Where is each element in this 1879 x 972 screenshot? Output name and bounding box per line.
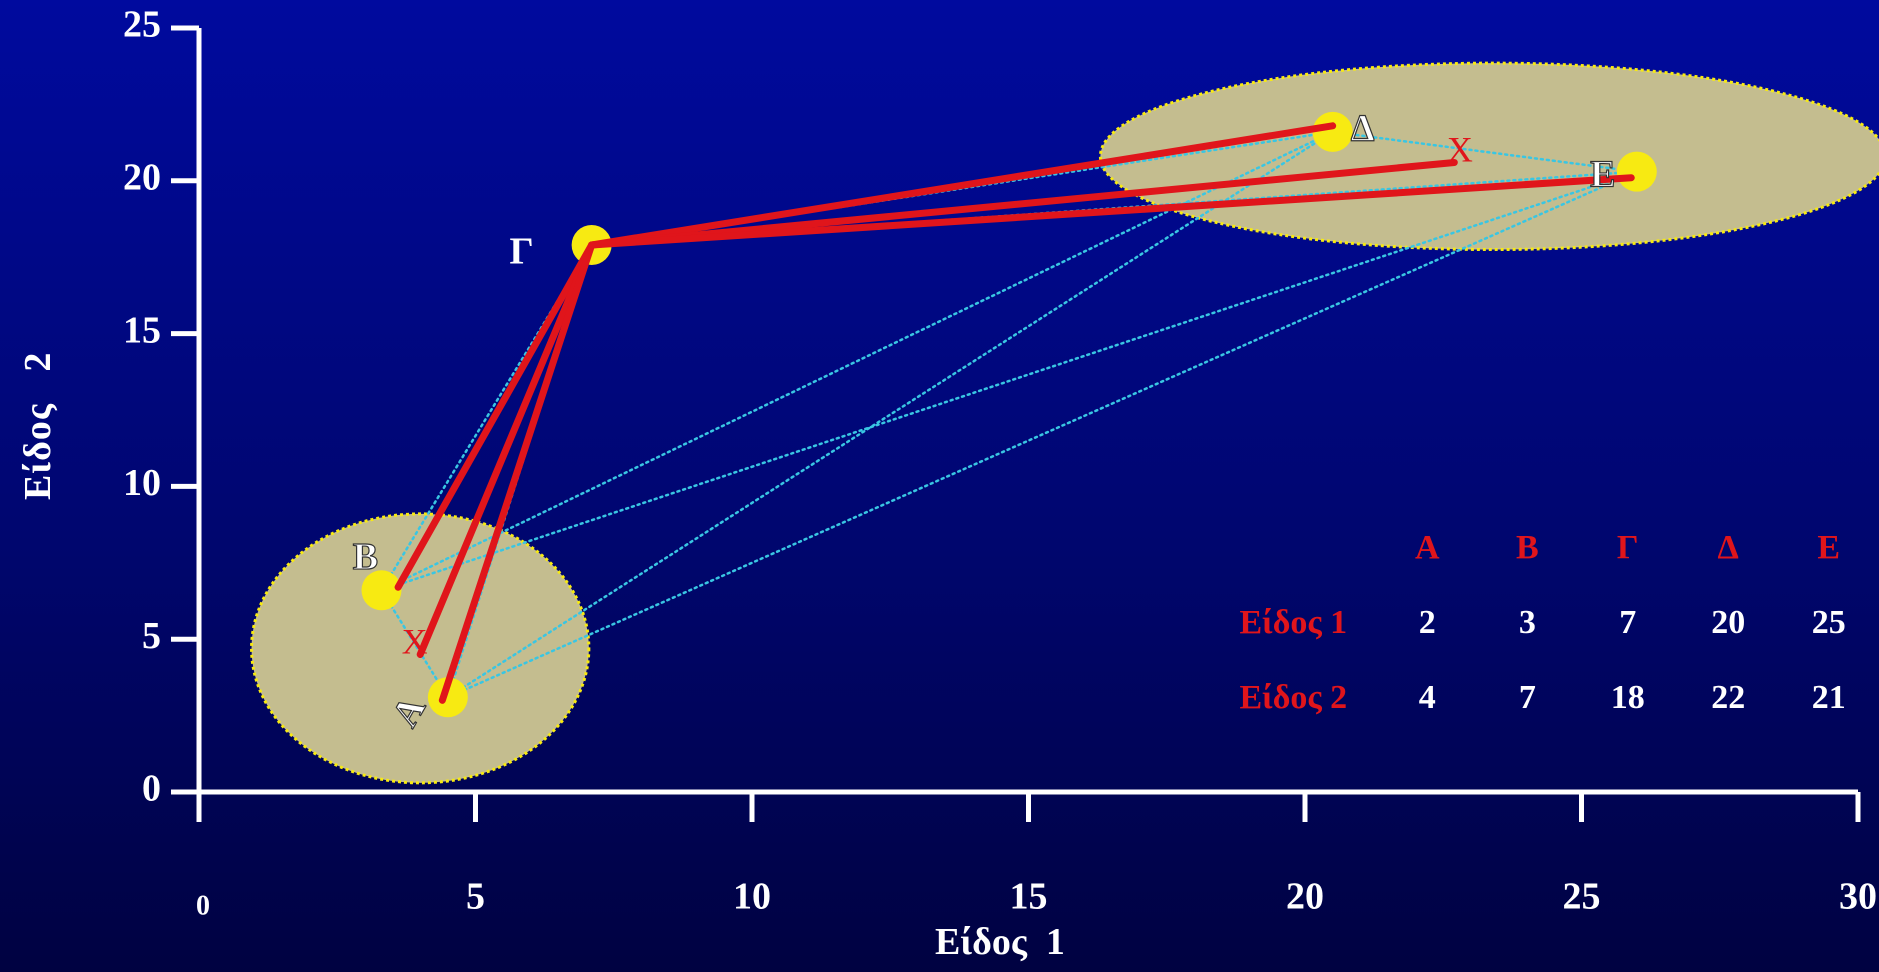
x-tick-label: 20 — [1286, 876, 1324, 918]
distance-dotted-line — [380, 170, 1639, 592]
table-cell: 4 — [1418, 678, 1436, 716]
centroid-marker: X — [1447, 130, 1473, 170]
table-cell: 2 — [1418, 603, 1436, 641]
linkage-line — [588, 122, 1337, 249]
y-tick-label: 25 — [123, 4, 161, 46]
table-cell: 18 — [1610, 678, 1645, 716]
y-tick-label: 15 — [123, 309, 161, 351]
data-point — [427, 677, 468, 718]
table-col-header: Α — [1414, 528, 1440, 566]
table-col-header: Ε — [1817, 528, 1841, 566]
distance-dotted-line — [380, 130, 1334, 592]
table-cell: 22 — [1711, 678, 1746, 716]
table-header-row: Α Β Γ Δ Ε — [1190, 510, 1879, 585]
point-label: Δ — [1351, 108, 1375, 150]
table-col-header: Β — [1516, 528, 1539, 566]
cluster-ellipse — [1099, 61, 1879, 252]
table-row-label: Είδος 1 — [1239, 603, 1348, 641]
point-label: Ε — [1590, 153, 1615, 195]
distance-dotted-line — [446, 130, 1334, 699]
x-tick-label: 30 — [1839, 876, 1877, 918]
table-col-header: Δ — [1717, 528, 1739, 566]
table-cell: 21 — [1811, 678, 1846, 716]
data-point — [1616, 151, 1657, 192]
y-tick-label: 0 — [142, 768, 161, 810]
data-point — [1312, 111, 1353, 152]
x-tick-label: 5 — [466, 876, 485, 918]
y-tick-label: 10 — [123, 462, 161, 504]
linkage-line — [588, 174, 1635, 249]
point-label: Γ — [510, 231, 534, 273]
table-col-header: Γ — [1616, 528, 1639, 566]
distance-dotted-line — [1331, 130, 1639, 173]
x-tick-label: 10 — [733, 876, 771, 918]
y-tick-label: 5 — [142, 615, 161, 657]
linkage-line — [416, 241, 596, 658]
table-cell: 20 — [1711, 603, 1746, 641]
x-tick-label: 15 — [1010, 876, 1048, 918]
table-cell: 25 — [1811, 603, 1846, 641]
y-axis-label: Είδος 2 — [17, 351, 59, 500]
table-cell: 7 — [1518, 678, 1536, 716]
point-label: Β — [353, 536, 378, 578]
linkage-line — [588, 158, 1458, 249]
x-axis-label: Είδος 1 — [935, 921, 1065, 963]
data-table: Α Β Γ Δ Ε Είδος 1 2 3 7 20 25 Είδος 2 4 … — [1190, 510, 1879, 735]
y-tick-label: 20 — [123, 157, 161, 199]
table-row: Είδος 2 4 7 18 22 21 — [1190, 660, 1879, 735]
linkage-line — [394, 241, 596, 591]
table-row: Είδος 1 2 3 7 20 25 — [1190, 585, 1879, 660]
distance-dotted-line — [380, 589, 450, 699]
distance-dotted-line — [446, 170, 1639, 699]
linkage-line — [438, 241, 596, 704]
table-row-label: Είδος 2 — [1239, 678, 1348, 716]
centroid-marker: X — [402, 622, 428, 662]
x-tick-label: 0 — [196, 890, 210, 921]
x-tick-label: 25 — [1563, 876, 1601, 918]
table-corner — [1190, 510, 1377, 585]
table-cell: 3 — [1518, 603, 1536, 641]
table-cell: 7 — [1619, 603, 1637, 641]
data-point — [361, 570, 402, 611]
